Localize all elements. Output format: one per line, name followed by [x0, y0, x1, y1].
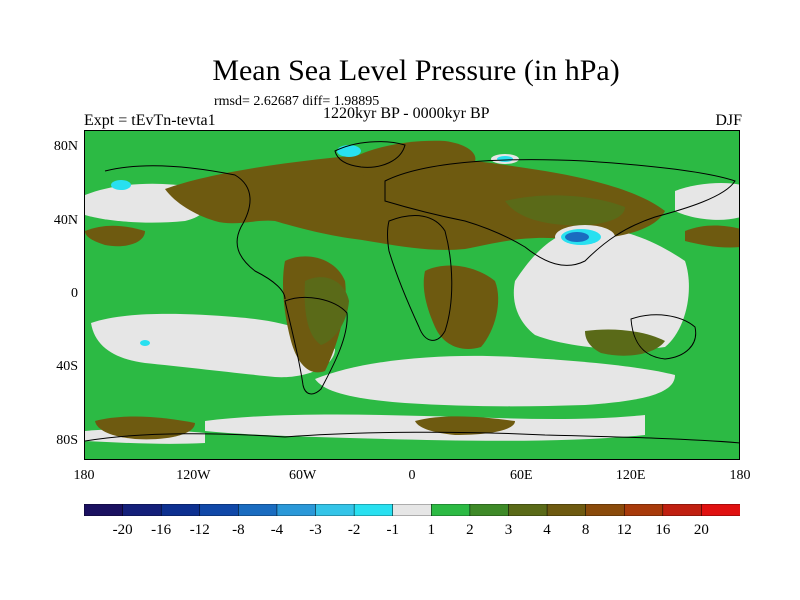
colorbar-swatch	[701, 504, 740, 516]
colorbar-swatch	[122, 504, 162, 516]
colorbar-label: 20	[693, 522, 709, 538]
lon-label: 60W	[289, 468, 317, 483]
lat-label: 80S	[56, 432, 78, 448]
colorbar-label: -12	[189, 522, 210, 538]
colorbar-label: -16	[151, 522, 172, 538]
colorbar-label: 4	[543, 522, 551, 538]
lat-label: 80N	[53, 139, 78, 155]
colorbar-swatch	[84, 504, 124, 516]
colorbar-swatches	[84, 504, 740, 516]
moderate-anomaly-regions	[304, 195, 665, 356]
colorbar-label: -1	[386, 522, 399, 538]
colorbar-label: 1	[427, 522, 436, 538]
pressure-map	[84, 130, 740, 460]
australia-coast	[630, 314, 697, 360]
colorbar-swatch	[276, 504, 317, 516]
lon-label: 120E	[615, 468, 646, 483]
colorbar-swatch	[585, 504, 625, 516]
map-field-svg	[85, 131, 739, 459]
colorbar-swatch	[199, 504, 240, 516]
colorbar-label: -8	[232, 522, 245, 538]
colorbar-swatch	[392, 504, 433, 516]
antarctica-coast	[85, 431, 739, 444]
map-title: Mean Sea Level Pressure (in hPa)	[212, 54, 620, 87]
colorbar-swatch	[662, 504, 703, 516]
lon-label: 120W	[176, 468, 211, 483]
north-america-coast	[104, 165, 286, 300]
colorbar-swatch	[238, 504, 278, 516]
colorbar	[84, 504, 740, 516]
experiment-label: Expt = tEvTn-tevta1	[84, 112, 216, 129]
lon-label: 180	[729, 468, 751, 483]
colorbar-label: 3	[504, 522, 513, 538]
colorbar-label: -20	[112, 522, 133, 538]
colorbar-swatch	[546, 504, 587, 516]
colorbar-label: -4	[270, 522, 284, 538]
colorbar-swatch	[315, 504, 355, 516]
colorbar-label: 8	[581, 522, 590, 538]
period-label: 1220kyr BP - 0000kyr BP	[323, 105, 490, 122]
eurasia-coast	[384, 159, 736, 266]
colorbar-label: 16	[655, 522, 671, 538]
colorbar-label: 12	[616, 522, 632, 538]
africa-coast	[387, 215, 453, 341]
lat-label: 40N	[53, 212, 78, 228]
lon-label: 180	[73, 468, 95, 483]
stats-line: rmsd= 2.62687 diff= 1.98895	[214, 94, 380, 109]
coastlines	[85, 141, 739, 444]
colorbar-swatch	[508, 504, 548, 516]
lat-label: 40S	[56, 359, 78, 375]
season-label: DJF	[715, 112, 742, 129]
near-zero-regions	[85, 183, 739, 444]
lon-label: 60E	[510, 468, 533, 483]
colorbar-label: -2	[347, 522, 361, 538]
colorbar-label: 2	[466, 522, 474, 538]
colorbar-swatch	[623, 504, 664, 516]
colorbar-swatch	[469, 504, 510, 516]
greenland-coast	[334, 141, 406, 168]
colorbar-swatch	[353, 504, 394, 516]
colorbar-label: -3	[309, 522, 322, 538]
colorbar-swatch	[431, 504, 471, 516]
lat-label: 0	[71, 286, 78, 301]
colorbar-swatch	[160, 504, 201, 516]
south-america-coast	[284, 296, 348, 395]
lon-label: 0	[408, 468, 416, 483]
